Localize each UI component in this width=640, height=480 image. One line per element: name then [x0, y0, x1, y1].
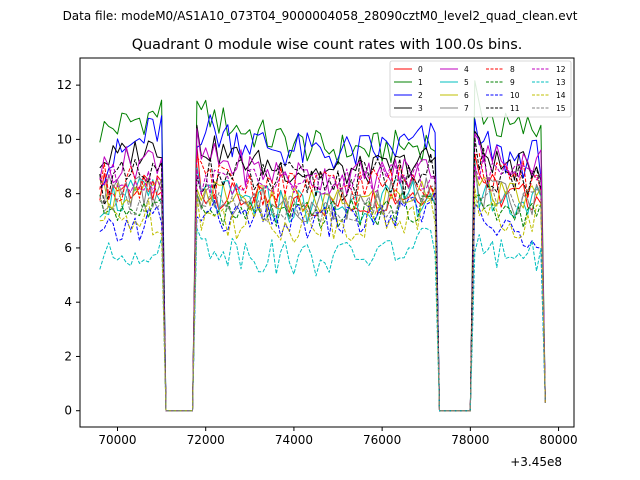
plot-area: [99, 80, 546, 412]
legend-label: 8: [510, 65, 515, 74]
legend-entry-14: 14: [532, 91, 566, 100]
legend-label: 3: [418, 104, 423, 113]
legend-label: 4: [464, 65, 469, 74]
legend-entry-8: 8: [486, 65, 515, 74]
legend-entry-3: 3: [394, 104, 423, 113]
series-15-group: [99, 184, 546, 412]
legend-label: 10: [510, 91, 520, 100]
chart-title: Quadrant 0 module wise count rates with …: [132, 37, 523, 53]
x-tick-label: 74000: [275, 433, 313, 447]
y-axis: 0 2 4 6 8 10 12: [57, 78, 80, 418]
legend-label: 9: [510, 78, 515, 87]
legend-label: 14: [556, 91, 566, 100]
legend-box: [389, 60, 572, 118]
legend-entry-6: 6: [440, 91, 469, 100]
legend-entry-5: 5: [440, 78, 469, 87]
legend-label: 0: [418, 65, 423, 74]
axes-frame: [79, 57, 575, 428]
legend-entry-9: 9: [486, 78, 515, 87]
legend-entry-7: 7: [440, 104, 469, 113]
legend-label: 6: [464, 91, 469, 100]
legend-label: 12: [556, 65, 566, 74]
legend-entry-4: 4: [440, 65, 469, 74]
legend-label: 2: [418, 91, 423, 100]
x-tick-label: 70000: [98, 433, 136, 447]
legend-entry-11: 11: [486, 104, 520, 113]
legend-entry-2: 2: [394, 91, 423, 100]
y-tick-label: 8: [64, 187, 72, 201]
legend-entry-15: 15: [532, 104, 566, 113]
legend-entry-1: 1: [394, 78, 423, 87]
x-axis: 70000 72000 74000 76000 78000 80000: [98, 427, 578, 447]
y-tick-label: 2: [64, 349, 72, 363]
x-tick-label: 80000: [539, 433, 577, 447]
legend-entry-10: 10: [486, 91, 520, 100]
legend-entry-12: 12: [532, 65, 566, 74]
x-offset-label: +3.45e8: [510, 455, 562, 469]
x-tick-label: 72000: [187, 433, 225, 447]
x-tick-label: 76000: [363, 433, 401, 447]
legend-label: 13: [556, 78, 566, 87]
y-tick-label: 4: [64, 295, 72, 309]
y-tick-label: 0: [64, 404, 72, 418]
x-tick-label: 78000: [451, 433, 489, 447]
legend-entry-0: 0: [394, 65, 423, 74]
series-line-15: [99, 184, 546, 412]
legend-label: 1: [418, 78, 423, 87]
legend-label: 5: [464, 78, 469, 87]
figure-suptitle: Data file: modeM0/AS1A10_073T04_90000040…: [63, 9, 578, 23]
legend-label: 7: [464, 104, 469, 113]
y-tick-label: 12: [57, 78, 72, 92]
legend-label: 11: [510, 104, 520, 113]
y-tick-label: 10: [57, 132, 72, 146]
legend-entry-13: 13: [532, 78, 566, 87]
legend-label: 15: [556, 104, 566, 113]
y-tick-label: 6: [64, 241, 72, 255]
